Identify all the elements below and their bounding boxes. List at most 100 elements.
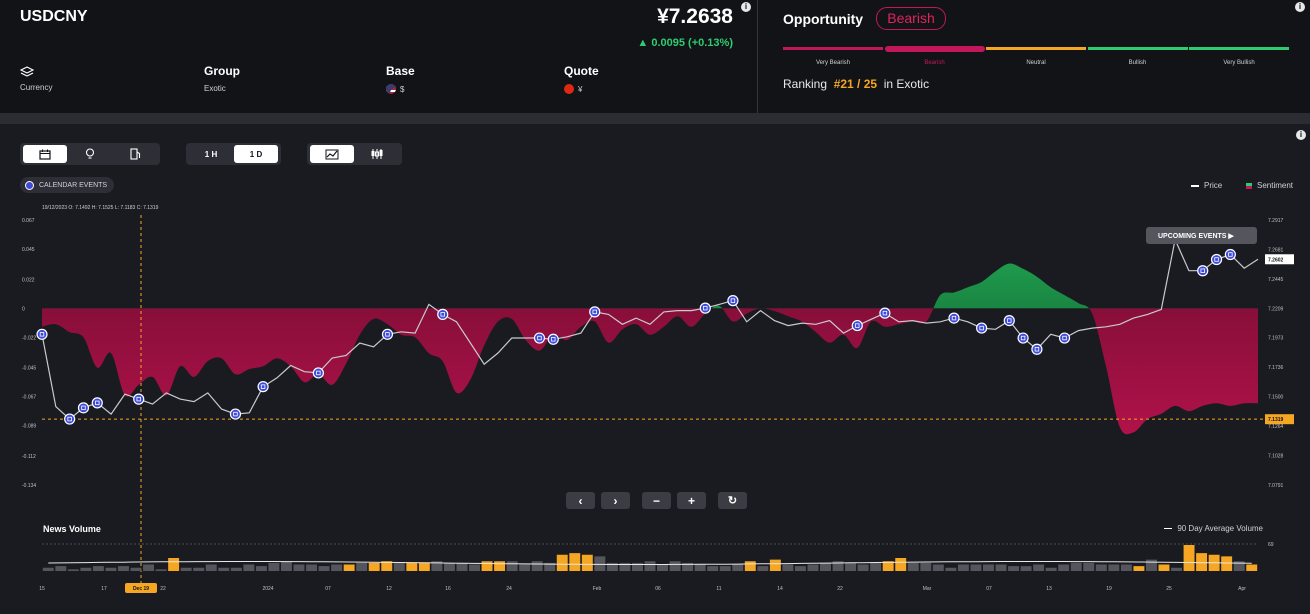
price-line	[41, 237, 1259, 420]
layers-icon	[20, 66, 34, 77]
volume-bar	[744, 561, 756, 571]
scale-label: Bullish	[1128, 60, 1147, 66]
base-label: Base	[386, 64, 415, 78]
commodity-view-button[interactable]	[115, 145, 155, 163]
x-axis-tick: 07	[325, 586, 331, 592]
x-axis-tick: 13	[1046, 586, 1052, 592]
upcoming-events-button	[1146, 227, 1257, 244]
left-axis-tick: 0	[22, 306, 25, 312]
volume-bar	[1070, 562, 1082, 571]
section-divider	[0, 113, 1310, 124]
event-marker-glyph	[551, 337, 556, 342]
header-divider	[757, 0, 758, 113]
calendar-event-marker	[699, 302, 711, 314]
event-marker-glyph	[316, 370, 321, 376]
event-marker-glyph	[1228, 252, 1233, 257]
volume-bar	[707, 566, 719, 571]
scroll-right-button[interactable]: ›	[601, 492, 630, 509]
avg-volume-value: 69	[1268, 542, 1274, 548]
x-axis-tick: 16	[445, 586, 451, 592]
volume-bar	[519, 564, 531, 571]
volume-bar	[293, 564, 305, 571]
volume-bar	[983, 564, 994, 571]
volume-bar	[1045, 567, 1057, 571]
calendar-event-marker	[133, 393, 145, 405]
event-marker-glyph	[233, 411, 238, 417]
calendar-event-marker	[381, 328, 394, 340]
event-marker-glyph	[1034, 347, 1040, 352]
volume-bar	[80, 567, 92, 571]
volume-bar	[255, 566, 267, 571]
volume-bar	[807, 564, 819, 571]
event-marker-glyph	[81, 405, 86, 411]
interval-1d-button[interactable]: 1 D	[234, 145, 278, 163]
calendar-view-button[interactable]	[23, 145, 67, 163]
volume-bar	[118, 566, 129, 571]
chart-info-icon[interactable]: i	[1296, 130, 1306, 140]
group-label: Group	[204, 64, 240, 78]
calendar-events-toggle[interactable]: CALENDAR EVENTS	[20, 177, 115, 193]
volume-bar	[606, 562, 618, 571]
ideas-view-button[interactable]	[70, 145, 110, 163]
event-marker-glyph	[1020, 335, 1026, 341]
volume-bar	[456, 562, 468, 571]
calendar-event-marker	[229, 408, 242, 420]
ohlc-readout: 19/12/2023 O: 7.1492 H: 7.1525 L: 7.1183…	[42, 205, 159, 211]
calendar-event-marker	[77, 402, 90, 414]
candles-button[interactable]	[357, 145, 397, 163]
x-axis-tick: 22	[160, 586, 166, 592]
crosshair-price-label: 7.1319	[1268, 417, 1284, 423]
volume-bar	[280, 561, 292, 571]
volume-bar	[1171, 567, 1182, 571]
scroll-left-button[interactable]: ‹	[566, 492, 595, 509]
volume-bar	[1183, 545, 1195, 571]
volume-bar	[719, 566, 731, 571]
legend-sentiment-label: Sentiment	[1257, 181, 1294, 190]
area-chart-button[interactable]	[310, 145, 354, 163]
event-marker-glyph	[1007, 318, 1012, 323]
volume-bar	[732, 564, 744, 571]
volume-bar	[619, 562, 631, 571]
right-axis-tick: 7.1028	[1268, 453, 1284, 459]
area-chart-icon	[325, 149, 339, 159]
volume-bar	[556, 554, 568, 571]
volume-bar	[657, 564, 669, 571]
right-axis-tick: 7.2917	[1268, 218, 1284, 224]
calendar-event-marker	[851, 319, 863, 332]
volume-bar	[1120, 564, 1132, 571]
scale-segment-bullish	[1087, 47, 1188, 50]
quote-value: ¥	[578, 84, 583, 94]
x-axis-tick: 14	[777, 586, 783, 592]
volume-bar	[218, 567, 230, 571]
left-axis-tick: -0.112	[22, 454, 36, 460]
volume-bar	[431, 561, 443, 571]
volume-bar	[42, 567, 54, 571]
volume-bar	[631, 562, 643, 571]
event-marker-glyph	[1214, 257, 1219, 262]
x-axis-tick: 12	[386, 586, 392, 592]
interval-1h-button[interactable]: 1 H	[204, 149, 218, 159]
calendar-event-marker	[257, 381, 269, 393]
volume-bar	[957, 564, 969, 571]
calendar-event-marker	[547, 333, 559, 345]
volume-bar	[682, 562, 694, 571]
left-axis-tick: -0.067	[22, 395, 36, 401]
right-axis-tick: 7.1973	[1268, 336, 1284, 342]
info-icon[interactable]: i	[741, 2, 751, 12]
opportunity-info-icon[interactable]: i	[1295, 2, 1305, 12]
zoom-in-button[interactable]: +	[677, 492, 706, 509]
volume-bar	[669, 561, 681, 571]
scale-segment-neutral	[986, 47, 1086, 50]
volume-bar	[794, 566, 806, 571]
base-block: Base $	[386, 64, 415, 94]
calendar-event-marker	[727, 295, 739, 307]
group-value: Exotic	[204, 84, 226, 93]
zoom-out-button[interactable]: −	[642, 492, 671, 509]
quote-block: Quote ¥	[564, 64, 599, 94]
reset-zoom-button[interactable]: ↻	[718, 492, 747, 509]
event-marker-glyph	[537, 335, 542, 341]
volume-bar	[1133, 566, 1145, 571]
volume-bar	[243, 564, 255, 571]
volume-bar	[1083, 562, 1095, 571]
